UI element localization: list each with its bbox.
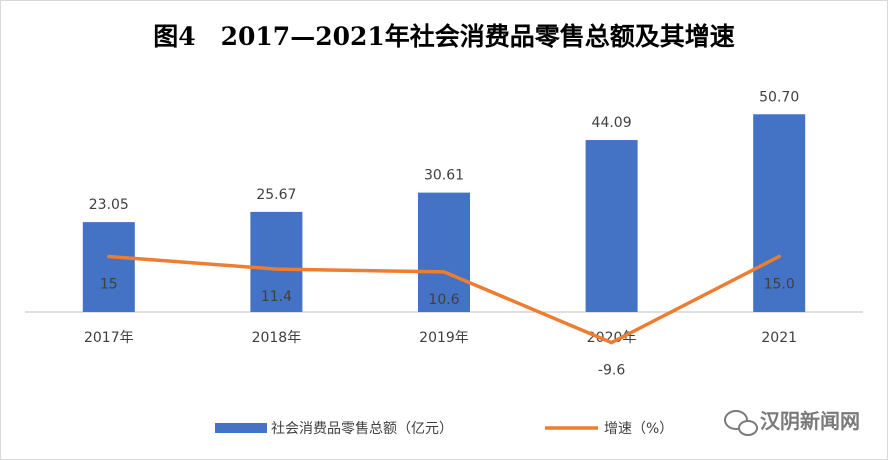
x-tick-label: 2017年 bbox=[84, 330, 134, 346]
x-tick-label: 2018年 bbox=[252, 330, 302, 346]
bar bbox=[250, 211, 303, 312]
bar bbox=[418, 192, 470, 312]
line-point bbox=[610, 341, 614, 345]
line-value-label: -9.6 bbox=[598, 363, 625, 379]
bar bbox=[82, 222, 135, 312]
bar-value-label: 23.05 bbox=[89, 197, 129, 213]
legend-label-line: 增速（%） bbox=[604, 421, 673, 437]
bar-value-label: 50.70 bbox=[759, 89, 799, 105]
legend: 社会消费品零售总额（亿元） 增速（%） bbox=[215, 421, 673, 437]
legend-swatch-bar bbox=[215, 423, 267, 433]
bar-value-label: 44.09 bbox=[592, 115, 632, 131]
plot-area: 23.05 25.67 30.61 44.09 50.70 2017年 2018年 2019年… bbox=[25, 89, 863, 379]
wechat-icon bbox=[724, 410, 758, 436]
line-point bbox=[107, 255, 111, 258]
line-value-label: 11.4 bbox=[261, 289, 292, 305]
x-tick-label: 2020年 bbox=[587, 330, 637, 346]
legend-label-bar: 社会消费品零售总额（亿元） bbox=[271, 421, 453, 437]
line-point bbox=[274, 267, 278, 271]
bar bbox=[753, 114, 806, 313]
x-tick-label: 2021 bbox=[761, 330, 797, 346]
line-value-label: 15 bbox=[100, 277, 118, 293]
x-tick-label: 2019年 bbox=[419, 330, 469, 346]
bar-value-label: 25.67 bbox=[256, 187, 296, 203]
watermark: 汉阴新闻网 bbox=[724, 409, 860, 436]
line-value-label: 15.0 bbox=[764, 277, 795, 293]
chart-title: 图4 2017—2021年社会消费品零售总额及其增速 bbox=[153, 22, 735, 51]
watermark-text: 汉阴新闻网 bbox=[760, 409, 860, 433]
line-point bbox=[442, 270, 446, 274]
line-value-label: 10.6 bbox=[428, 292, 459, 308]
bar-value-label: 30.61 bbox=[424, 168, 464, 184]
line-point bbox=[777, 255, 781, 258]
bar bbox=[585, 140, 638, 312]
